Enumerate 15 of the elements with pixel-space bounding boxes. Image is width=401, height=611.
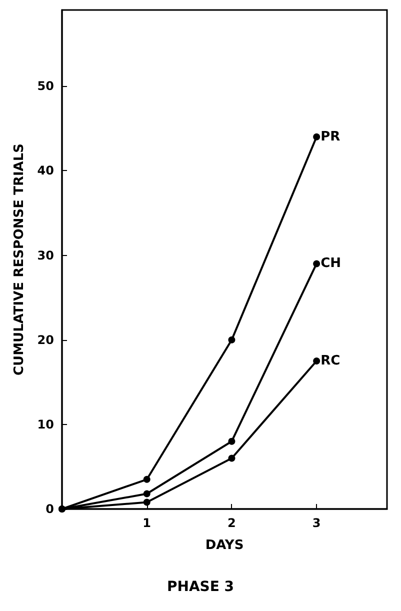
y-tick-label: 40	[37, 164, 54, 178]
x-tick-label: 2	[228, 516, 236, 530]
x-tick-label: 3	[312, 516, 321, 530]
x-axis-title: DAYS	[205, 538, 244, 553]
y-tick-label: 10	[37, 417, 54, 432]
x-tick-label: 1	[142, 516, 152, 530]
y-tick-label: 50	[37, 79, 54, 94]
y-axis-title: CUMULATIVE RESPONSE TRIALS	[12, 143, 27, 376]
y-tick-label: 0	[46, 502, 54, 516]
text: PHASE 3	[166, 579, 234, 595]
series-label: CH	[320, 256, 341, 272]
series-label: PR	[320, 129, 340, 144]
series-label: RC	[320, 353, 340, 368]
y-tick-label: 20	[37, 332, 54, 347]
y-tick-label: 30	[37, 248, 54, 262]
